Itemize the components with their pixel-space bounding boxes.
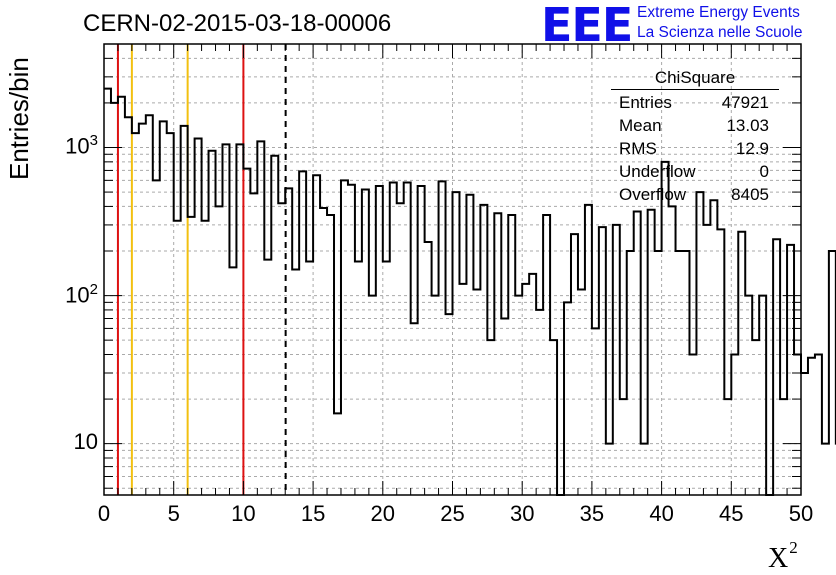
stats-label: Underflow	[619, 162, 696, 181]
stats-row-entries: Entries 47921	[611, 91, 779, 114]
y-axis-label: Entries/bin	[4, 57, 34, 180]
x-tick-label: 45	[719, 501, 743, 526]
stats-value: 13.03	[726, 116, 769, 135]
x-tick-label: 15	[301, 501, 325, 526]
stats-row-rms: RMS 12.9	[611, 137, 779, 160]
x-tick-label: 5	[168, 501, 180, 526]
histogram-series	[104, 87, 836, 496]
stats-value: 47921	[721, 93, 769, 112]
stats-value: 12.9	[735, 139, 769, 158]
logo-line-2: La Scienza nelle Scuole	[637, 24, 803, 41]
eee-logo: EEE	[541, 0, 633, 52]
stats-title: ChiSquare	[611, 68, 779, 90]
y-tick-label: 10	[73, 428, 98, 454]
x-tick-label: 30	[510, 501, 534, 526]
stats-row-overflow: Overflow 8405	[611, 183, 779, 206]
run-title: CERN-02-2015-03-18-00006	[83, 10, 392, 37]
stats-label: Entries	[619, 93, 672, 112]
logo-line-1: Extreme Energy Events	[637, 4, 800, 21]
x-tick-label: 10	[231, 501, 255, 526]
stats-row-underflow: Underflow 0	[611, 160, 779, 183]
x-tick-label: 25	[440, 501, 464, 526]
x-tick-label: 0	[98, 501, 110, 526]
stats-value: 8405	[731, 185, 769, 204]
x-tick-label: 40	[649, 501, 673, 526]
stats-label: RMS	[619, 139, 657, 158]
y-tick-label: 102	[65, 280, 98, 307]
x-tick-label: 20	[371, 501, 395, 526]
stats-label: Mean	[619, 116, 662, 135]
x-tick-label: 50	[789, 501, 813, 526]
x-tick-label: 35	[580, 501, 604, 526]
x-axis-label: X2	[768, 538, 798, 574]
stats-box: ChiSquare Entries 47921 Mean 13.03 RMS 1…	[611, 68, 779, 206]
stats-row-mean: Mean 13.03	[611, 114, 779, 137]
vertical-markers	[116, 44, 287, 495]
axes-frame	[103, 43, 802, 496]
stats-label: Overflow	[619, 185, 687, 204]
x-tick-labels: 0 5 10 15 20 25 30 35 40 45 50	[98, 501, 813, 526]
stats-value: 0	[759, 162, 769, 181]
y-tick-label: 103	[65, 132, 98, 159]
